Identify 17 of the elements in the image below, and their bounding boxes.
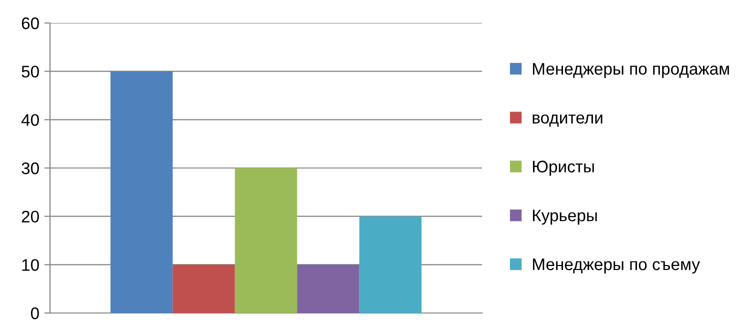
bar <box>234 168 298 313</box>
legend-label: Курьеры <box>532 210 597 225</box>
y-tick-label: 40 <box>21 114 39 126</box>
legend-label: Юристы <box>532 160 594 176</box>
legend-label: Менеджеры по съему <box>532 258 700 274</box>
y-tick-label: 20 <box>22 210 39 223</box>
legend-label: Менеджеры по продажам <box>532 63 729 78</box>
bar <box>172 264 235 313</box>
bar <box>297 264 360 313</box>
y-tick-label: 60 <box>22 17 39 30</box>
bar <box>110 71 173 313</box>
y-tick-label: 0 <box>30 307 39 320</box>
legend-label: водители <box>532 114 602 127</box>
y-tick-label: 10 <box>22 259 39 271</box>
y-tick-label: 30 <box>22 162 39 174</box>
y-tick-label: 50 <box>22 66 39 78</box>
bar <box>359 216 422 313</box>
